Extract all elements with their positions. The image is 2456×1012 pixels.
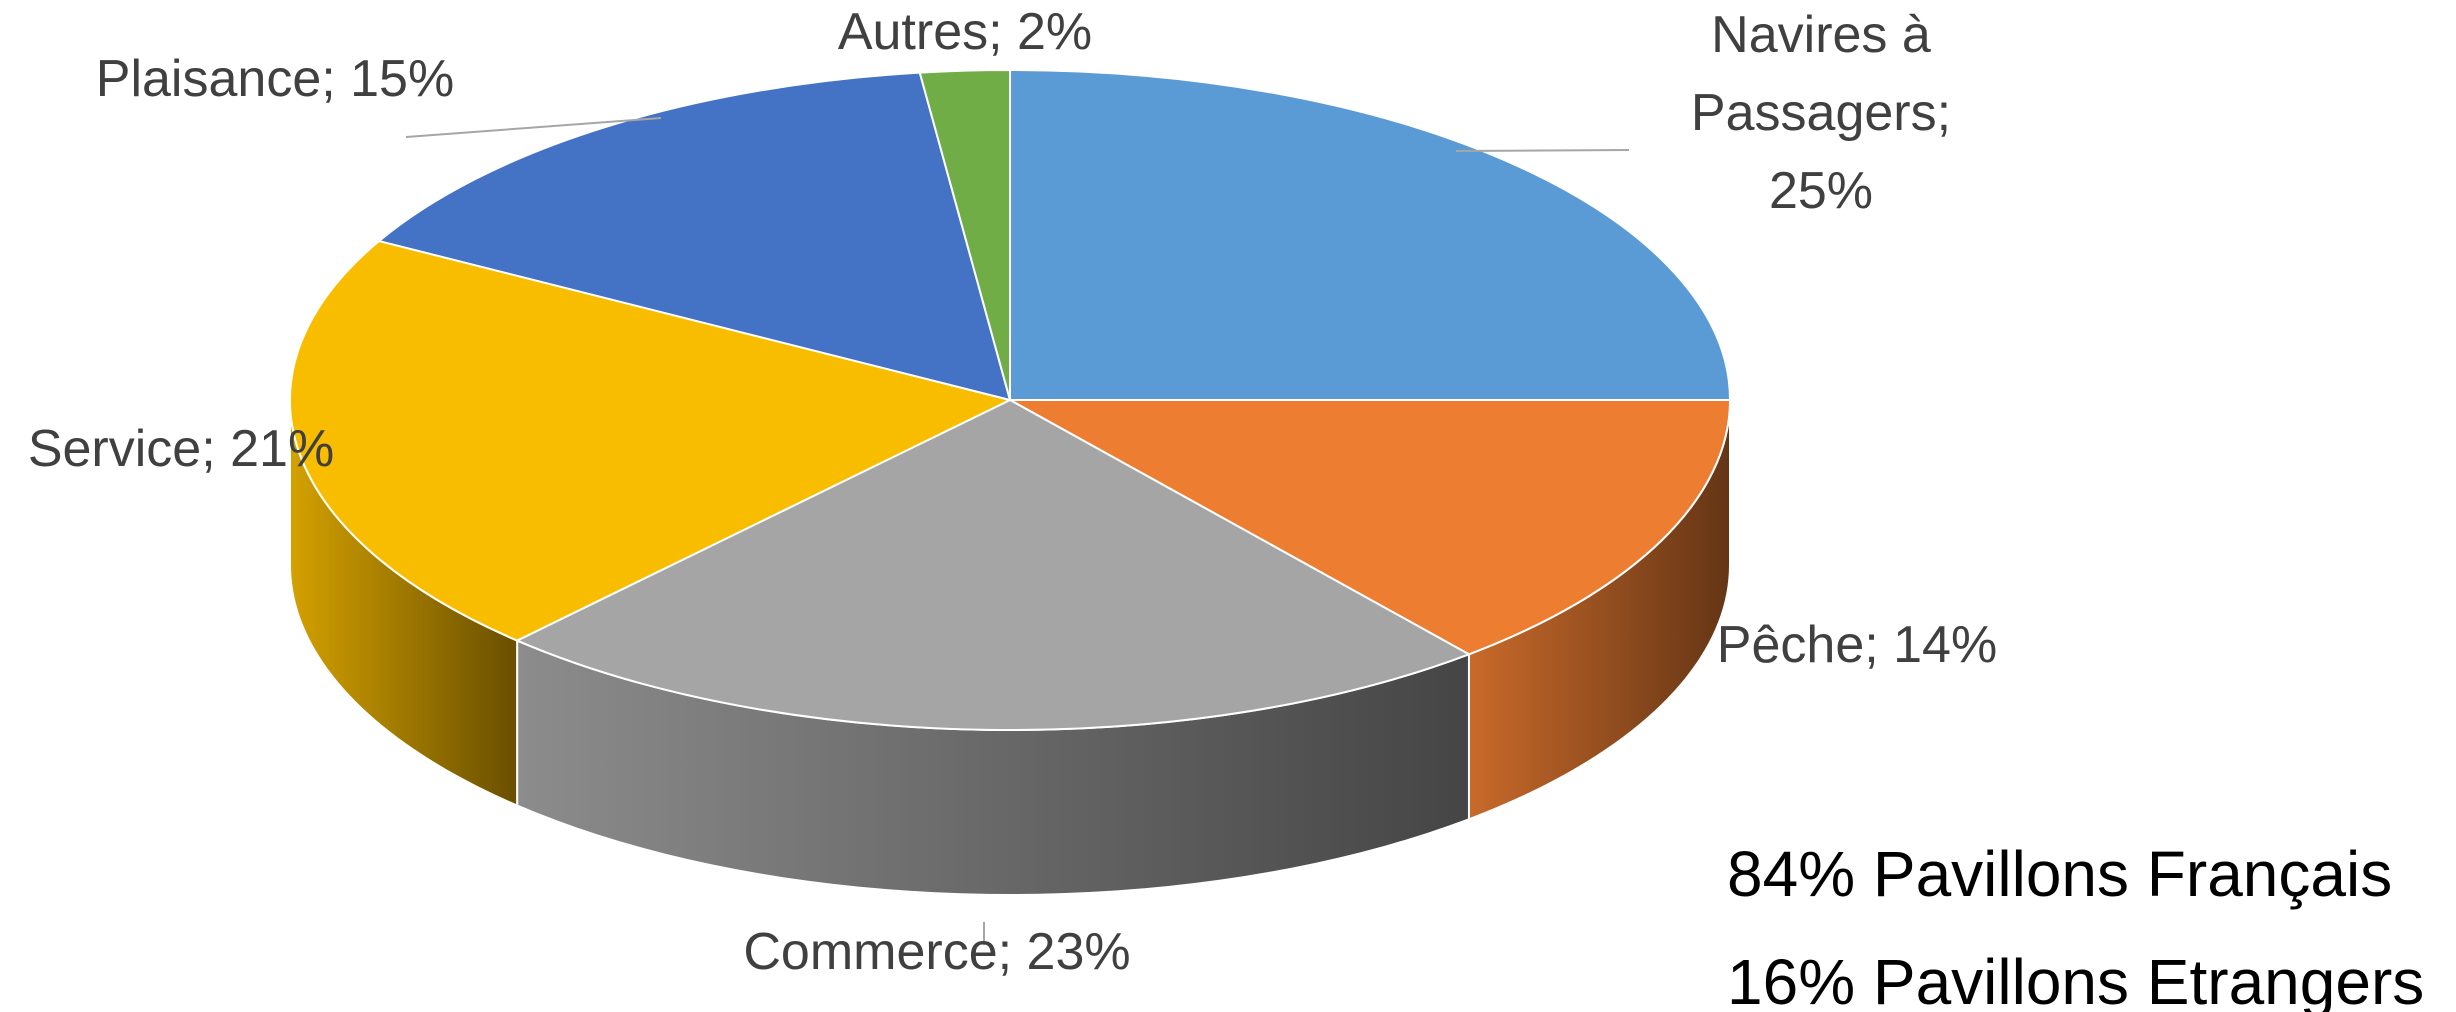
slice: [289, 239, 1013, 642]
data-label: Navires à Passagers; 25%: [1690, 6, 1952, 220]
slice: [1009, 68, 1732, 401]
slice: [514, 398, 1472, 731]
slice: [376, 71, 1012, 402]
data-label: Autres; 2%: [837, 3, 1093, 61]
data-label: Pêche; 14%: [1716, 616, 1998, 674]
data-label: Commerce; 23%: [743, 923, 1131, 981]
slice: [918, 68, 1011, 401]
leader-line: [405, 117, 662, 138]
leader-line: [1455, 149, 1630, 152]
slice: [1006, 399, 1732, 656]
data-label: Service; 21%: [27, 420, 335, 478]
annotation: 16% Pavillons Etrangers: [1727, 946, 2425, 1012]
slices: [289, 68, 1732, 896]
data-label: Plaisance; 15%: [95, 50, 455, 108]
annotation: 84% Pavillons Français: [1727, 838, 2393, 910]
